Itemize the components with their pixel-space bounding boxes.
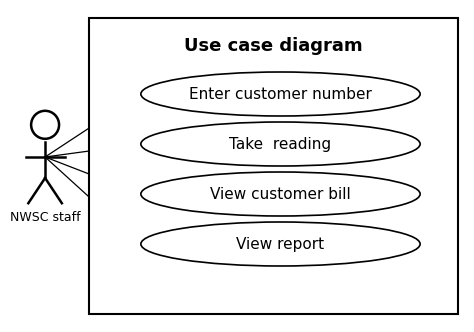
Text: View report: View report xyxy=(237,236,325,252)
Ellipse shape xyxy=(141,222,420,266)
Bar xyxy=(89,18,458,314)
Ellipse shape xyxy=(141,72,420,116)
Text: Enter customer number: Enter customer number xyxy=(189,87,372,102)
Text: Take  reading: Take reading xyxy=(229,136,331,151)
Text: View customer bill: View customer bill xyxy=(210,187,351,202)
Text: NWSC staff: NWSC staff xyxy=(10,211,81,224)
Ellipse shape xyxy=(141,122,420,166)
Ellipse shape xyxy=(141,172,420,216)
Text: Use case diagram: Use case diagram xyxy=(184,37,363,55)
